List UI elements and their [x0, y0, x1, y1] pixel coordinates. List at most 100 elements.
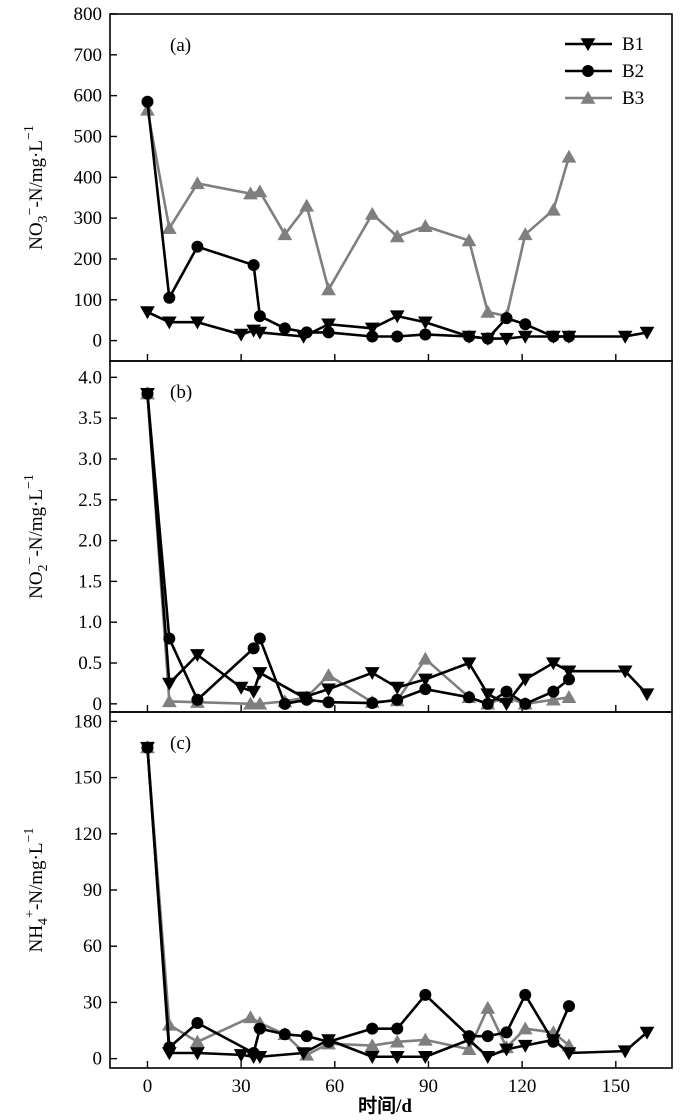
- data-point-b1: [461, 1034, 477, 1048]
- data-point-b2: [500, 685, 513, 698]
- y-tick-label: 90: [83, 880, 102, 901]
- data-point-b3: [243, 696, 258, 710]
- data-point-b1: [480, 332, 496, 346]
- data-point-b3: [161, 1017, 177, 1031]
- data-point-b1: [246, 685, 261, 699]
- data-point-b3: [321, 668, 336, 681]
- legend-label-b2: B2: [622, 61, 644, 82]
- data-point-b1: [480, 688, 496, 702]
- y-tick-label: 200: [74, 249, 103, 270]
- data-point-b2: [253, 1022, 266, 1035]
- data-point-b1: [617, 665, 633, 679]
- data-point-b1: [517, 1039, 533, 1053]
- data-point-b3: [461, 233, 477, 247]
- data-point-b1: [140, 387, 155, 401]
- y-tick-label: 1.5: [78, 571, 102, 592]
- series-line-b3: [146, 109, 571, 318]
- data-point-b1: [161, 316, 177, 330]
- data-point-b2: [253, 310, 266, 323]
- data-point-b1: [296, 330, 311, 344]
- data-point-b1: [140, 306, 155, 320]
- data-point-b3: [364, 1038, 380, 1052]
- data-point-b3: [252, 696, 268, 710]
- y-axis-label: NH4+-N/mg·L−1: [22, 828, 51, 953]
- data-point-b3: [299, 198, 315, 212]
- y-tick-label: 0: [93, 331, 103, 352]
- x-tick-label: 120: [508, 1076, 537, 1097]
- data-point-b3: [277, 227, 293, 241]
- data-point-b1: [296, 1047, 311, 1061]
- y-tick-label: 1.0: [78, 612, 102, 633]
- data-point-b1: [561, 1047, 577, 1061]
- data-point-b1: [389, 681, 405, 695]
- data-point-b3: [364, 206, 380, 220]
- y-tick-label: 4.0: [78, 367, 102, 388]
- data-point-b1: [233, 1049, 249, 1063]
- data-point-b1: [252, 667, 268, 681]
- data-point-b1: [545, 1034, 561, 1048]
- data-point-b3: [417, 651, 433, 665]
- data-point-b1: [545, 330, 561, 344]
- data-point-b2: [500, 312, 513, 325]
- data-point-b1: [545, 657, 561, 671]
- data-point-b2: [247, 642, 260, 655]
- shared-x-axis: 时间/d 0 30 60 90 120 150: [143, 1076, 630, 1117]
- panel-b: 0 0.5 1.0 1.5 2.0 2.5 3.0 3.5 4.0 (b) NO2−-N/mg·L−…: [22, 360, 673, 715]
- data-point-b1: [517, 673, 533, 687]
- data-point-b1: [364, 1051, 380, 1064]
- data-point-b3: [480, 1000, 496, 1014]
- y-tick-label: 3.5: [78, 408, 102, 429]
- data-point-b3: [417, 1032, 433, 1046]
- data-point-b1: [321, 1034, 336, 1048]
- y-tick-label: 700: [74, 45, 103, 66]
- data-point-b1: [499, 698, 514, 712]
- panel-tag: (c): [170, 733, 191, 754]
- data-point-b2: [391, 330, 404, 343]
- data-point-b3: [461, 1042, 477, 1055]
- series-line-b3: [146, 393, 570, 706]
- y-tick-label: 100: [74, 290, 103, 311]
- data-point-b1: [639, 326, 655, 340]
- legend-label-b3: B3: [622, 88, 644, 109]
- y-tick-label: 150: [74, 768, 103, 789]
- data-point-b1: [190, 1047, 205, 1061]
- data-point-b2: [481, 1030, 494, 1043]
- data-point-b1: [517, 330, 533, 344]
- data-point-b3: [161, 694, 177, 708]
- y-tick-label: 180: [74, 711, 103, 732]
- data-point-b2: [519, 697, 532, 710]
- data-point-b2: [366, 697, 379, 710]
- data-point-b3: [389, 1034, 405, 1048]
- data-point-b2: [562, 1000, 575, 1013]
- data-point-b1: [190, 316, 205, 330]
- data-point-b1: [617, 1045, 633, 1059]
- data-point-b2: [519, 988, 532, 1001]
- y-tick-label: 2.0: [78, 531, 102, 552]
- y-tick-label: 30: [83, 992, 102, 1013]
- data-point-b1: [639, 1026, 655, 1040]
- data-point-b2: [191, 693, 204, 706]
- data-point-b1: [233, 681, 249, 695]
- data-point-b3: [190, 176, 205, 190]
- data-point-b1: [233, 328, 249, 342]
- y-axis-label: NO3−-N/mg·L−1: [22, 125, 51, 250]
- y-tick-label: 800: [74, 4, 103, 25]
- y-tick-label: 400: [74, 167, 103, 188]
- data-point-b2: [278, 322, 291, 335]
- panel-tag: (b): [170, 382, 192, 403]
- series-line-b1: [146, 393, 648, 706]
- plot-frame: [109, 711, 673, 1069]
- y-axis-label: NO2−-N/mg·L−1: [22, 474, 51, 599]
- data-point-b1: [389, 1051, 405, 1064]
- data-point-b1: [499, 1043, 514, 1057]
- data-point-b2: [300, 1030, 313, 1043]
- data-point-b2: [519, 318, 532, 331]
- y-tick-label: 3.0: [78, 449, 102, 470]
- data-point-b1: [461, 330, 477, 344]
- series-line-b2: [146, 101, 569, 340]
- data-point-b1: [252, 1051, 268, 1064]
- data-point-b2: [247, 259, 260, 272]
- y-tick-label: 60: [83, 936, 102, 957]
- data-point-b3: [161, 221, 177, 235]
- data-point-b3: [545, 202, 561, 216]
